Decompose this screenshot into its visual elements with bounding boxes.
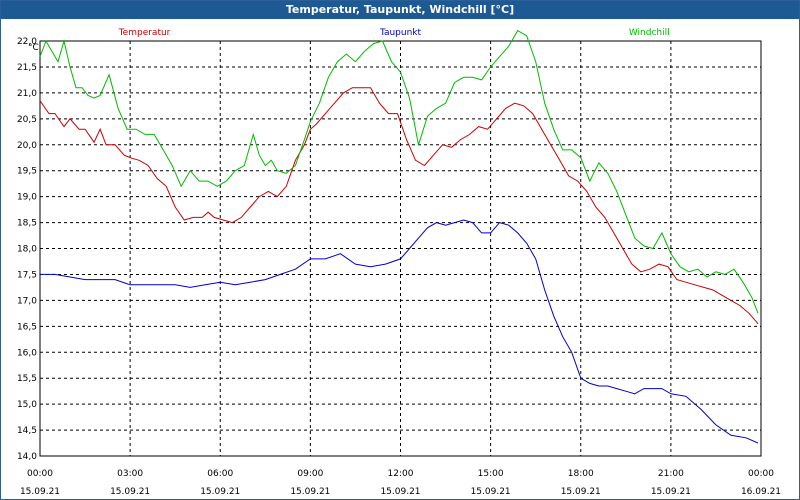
x-tick-date-label: 15.09.21 [471, 487, 511, 497]
x-tick-time-label: 15:00 [478, 469, 504, 479]
x-tick-time-label: 18:00 [568, 469, 594, 479]
x-tick-time-label: 00:00 [748, 469, 774, 479]
x-tick-time-label: 09:00 [297, 469, 323, 479]
x-tick-date-label: 15.09.21 [20, 487, 60, 497]
x-tick-time-label: 12:00 [388, 469, 414, 479]
y-tick-label: 17,0 [17, 296, 37, 306]
y-tick-label: 18,5 [17, 219, 37, 229]
y-tick-label: 16,0 [17, 348, 37, 358]
legend-entry-windchill: Windchill [629, 28, 670, 38]
y-tick-label: 19,5 [17, 167, 37, 177]
y-tick-label: 15,0 [17, 400, 37, 410]
x-tick-date-label: 15.09.21 [380, 487, 420, 497]
y-axis-ticks: 14,0 14,5 15,0 15,5 16,0 16,5 17,0 17,5 18,0 18,5… [17, 37, 37, 462]
y-tick-label: 17,5 [17, 270, 37, 280]
legend-entry-taupunkt: Taupunkt [379, 28, 422, 38]
y-tick-label: 22,0 [17, 37, 37, 47]
x-tick-date-label: 15.09.21 [561, 487, 601, 497]
x-tick-date-label: 16.09.21 [741, 487, 781, 497]
x-tick-time-label: 03:00 [117, 469, 143, 479]
x-tick-time-label: 00:00 [27, 469, 53, 479]
y-tick-label: 15,5 [17, 374, 37, 384]
series-line-temperatur [39, 87, 759, 325]
legend-entry-temperatur: Temperatur [118, 28, 171, 38]
window-title: Temperatur, Taupunkt, Windchill [°C] [1, 1, 799, 19]
plot-frame [39, 40, 762, 457]
x-tick-date-label: 15.09.21 [290, 487, 330, 497]
series-lines [39, 29, 759, 444]
x-axis-ticks: 00:00 15.09.21 03:00 15.09.21 06:00 15.09.21 0… [20, 469, 781, 497]
y-tick-label: 18,0 [17, 245, 37, 255]
y-tick-label: 19,0 [17, 193, 37, 203]
y-tick-label: 21,5 [17, 63, 37, 73]
y-tick-label: 20,0 [17, 141, 37, 151]
legend: Temperatur Taupunkt Windchill [118, 28, 670, 38]
y-tick-label: 16,5 [17, 322, 37, 332]
x-tick-date-label: 15.09.21 [651, 487, 691, 497]
y-tick-label: 20,5 [17, 115, 37, 125]
series-line-windchill [39, 29, 759, 314]
x-tick-time-label: 21:00 [658, 469, 684, 479]
y-tick-label: 21,0 [17, 89, 37, 99]
x-tick-date-label: 15.09.21 [110, 487, 150, 497]
y-tick-label: 14,0 [17, 452, 37, 462]
series-line-taupunkt [40, 219, 759, 444]
x-tick-time-label: 06:00 [207, 469, 233, 479]
y-axis-unit-label: °C [28, 43, 39, 53]
y-tick-label: 14,5 [17, 426, 37, 436]
x-tick-date-label: 15.09.21 [200, 487, 240, 497]
chart-area: °C 14,014,515,015,516,016,517,017,518,01… [17, 28, 781, 497]
